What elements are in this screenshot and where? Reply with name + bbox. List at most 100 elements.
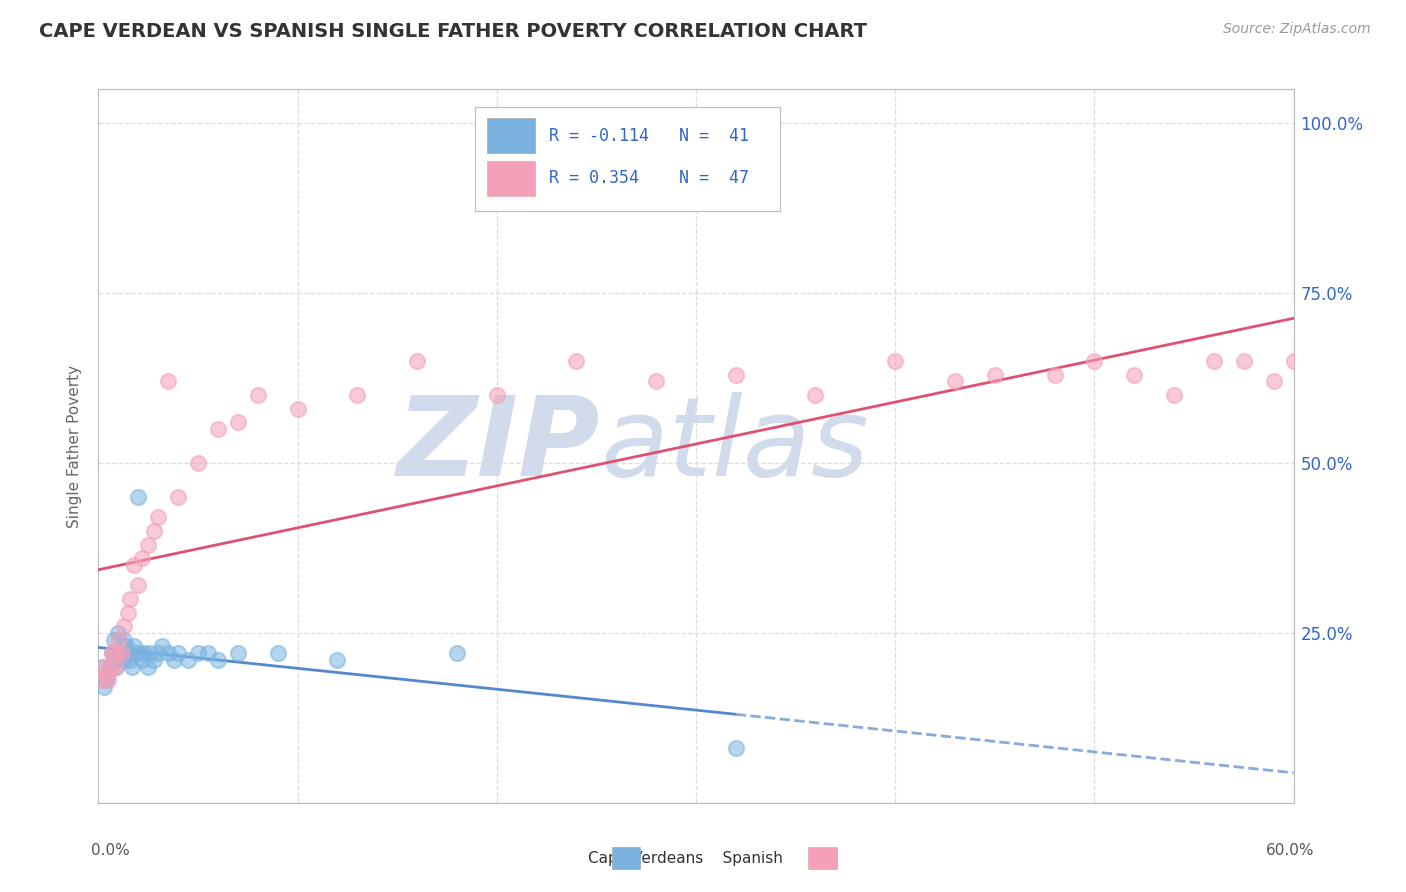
Point <box>446 646 468 660</box>
Point <box>107 646 129 660</box>
Point <box>1083 354 1105 368</box>
Point <box>148 646 170 660</box>
Point <box>1282 354 1305 368</box>
Point <box>96 673 118 688</box>
Point <box>187 646 209 660</box>
Point <box>724 368 747 382</box>
Point <box>107 632 129 647</box>
FancyBboxPatch shape <box>486 119 534 153</box>
Point <box>127 578 149 592</box>
Point <box>91 673 114 688</box>
Point <box>226 415 249 429</box>
Point <box>326 653 349 667</box>
Text: 0.0%: 0.0% <box>91 843 131 858</box>
Point <box>157 375 180 389</box>
Point <box>187 456 209 470</box>
Point <box>943 375 966 389</box>
Point <box>115 640 138 654</box>
Point <box>103 646 125 660</box>
Point <box>884 354 907 368</box>
Point <box>226 646 249 660</box>
Point <box>177 653 200 667</box>
Point <box>97 666 120 681</box>
Point <box>150 640 173 654</box>
Point <box>207 422 229 436</box>
Point <box>287 401 309 416</box>
Point <box>565 354 588 368</box>
Point <box>1233 354 1256 368</box>
Point <box>107 626 129 640</box>
FancyBboxPatch shape <box>475 107 780 211</box>
Point <box>143 653 166 667</box>
Point <box>125 646 148 660</box>
Point <box>105 660 128 674</box>
Point <box>1302 354 1324 368</box>
Point <box>117 606 139 620</box>
Point <box>131 551 153 566</box>
Point <box>485 388 508 402</box>
Text: ZIP: ZIP <box>396 392 600 500</box>
Point <box>96 666 118 681</box>
Point <box>107 646 129 660</box>
Point <box>112 653 135 667</box>
Point <box>93 660 115 674</box>
Text: R = 0.354    N =  47: R = 0.354 N = 47 <box>548 169 749 187</box>
Point <box>136 660 159 674</box>
Y-axis label: Single Father Poverty: Single Father Poverty <box>67 365 83 527</box>
Text: CAPE VERDEAN VS SPANISH SINGLE FATHER POVERTY CORRELATION CHART: CAPE VERDEAN VS SPANISH SINGLE FATHER PO… <box>39 22 868 41</box>
Point <box>97 673 120 688</box>
Point <box>124 640 146 654</box>
Point <box>103 632 125 647</box>
Point <box>167 646 190 660</box>
Point <box>197 646 219 660</box>
Point <box>1202 354 1225 368</box>
Point <box>406 354 429 368</box>
Point <box>93 680 115 694</box>
Text: 60.0%: 60.0% <box>1267 843 1315 858</box>
Point <box>1322 354 1344 368</box>
Point <box>124 558 146 572</box>
Point <box>121 660 143 674</box>
Point <box>1123 368 1146 382</box>
Point <box>804 388 827 402</box>
Point <box>143 524 166 538</box>
Point <box>98 660 122 674</box>
Text: R = -0.114   N =  41: R = -0.114 N = 41 <box>548 127 749 145</box>
Point <box>120 653 142 667</box>
Point <box>134 646 156 660</box>
Point <box>91 660 114 674</box>
Point <box>111 646 134 660</box>
Point <box>127 490 149 504</box>
Point <box>136 537 159 551</box>
Point <box>105 660 128 674</box>
Point <box>101 646 124 660</box>
Point <box>129 646 152 660</box>
Point <box>346 388 368 402</box>
Text: Spanish: Spanish <box>703 851 783 865</box>
Point <box>98 660 122 674</box>
Point <box>101 646 124 660</box>
Point <box>163 653 186 667</box>
Point <box>112 632 135 647</box>
Point <box>120 591 142 606</box>
Point <box>246 388 269 402</box>
Text: Cape Verdeans: Cape Verdeans <box>588 851 703 865</box>
FancyBboxPatch shape <box>486 161 534 195</box>
Point <box>984 368 1007 382</box>
Point <box>148 510 170 524</box>
Point <box>117 646 139 660</box>
Point <box>103 653 125 667</box>
Point <box>267 646 290 660</box>
Point <box>139 646 162 660</box>
Point <box>111 646 134 660</box>
Point <box>157 646 180 660</box>
Point <box>724 741 747 756</box>
Text: Source: ZipAtlas.com: Source: ZipAtlas.com <box>1223 22 1371 37</box>
Point <box>131 653 153 667</box>
Point <box>167 490 190 504</box>
Point <box>1163 388 1185 402</box>
Text: atlas: atlas <box>600 392 869 500</box>
Point <box>1263 375 1285 389</box>
Point <box>1043 368 1066 382</box>
Point <box>645 375 668 389</box>
